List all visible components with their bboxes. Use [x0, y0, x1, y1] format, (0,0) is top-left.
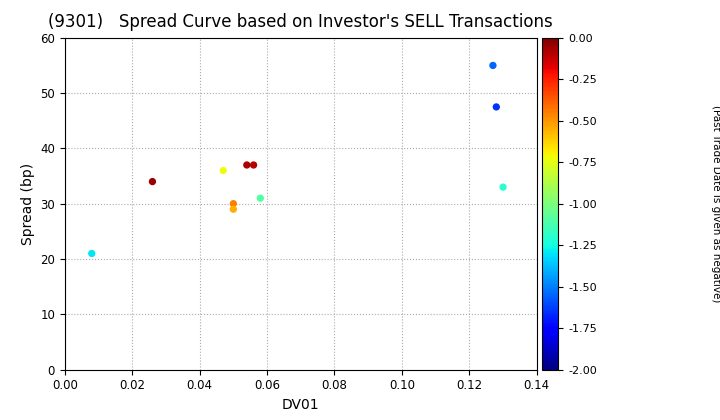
Point	[86, 250, 97, 257]
Point	[217, 167, 229, 174]
Y-axis label: Spread (bp): Spread (bp)	[21, 163, 35, 245]
Point	[255, 195, 266, 202]
Point	[248, 162, 259, 168]
Point	[228, 200, 239, 207]
Point	[490, 104, 502, 110]
Point	[487, 62, 499, 69]
Y-axis label: Time in years between 5/9/2025 and Trade Date
(Past Trade Date is given as negat: Time in years between 5/9/2025 and Trade…	[711, 78, 720, 329]
Point	[228, 206, 239, 213]
Point	[241, 162, 253, 168]
Title: (9301)   Spread Curve based on Investor's SELL Transactions: (9301) Spread Curve based on Investor's …	[48, 13, 553, 31]
X-axis label: DV01: DV01	[282, 398, 320, 412]
Point	[147, 178, 158, 185]
Point	[498, 184, 509, 190]
